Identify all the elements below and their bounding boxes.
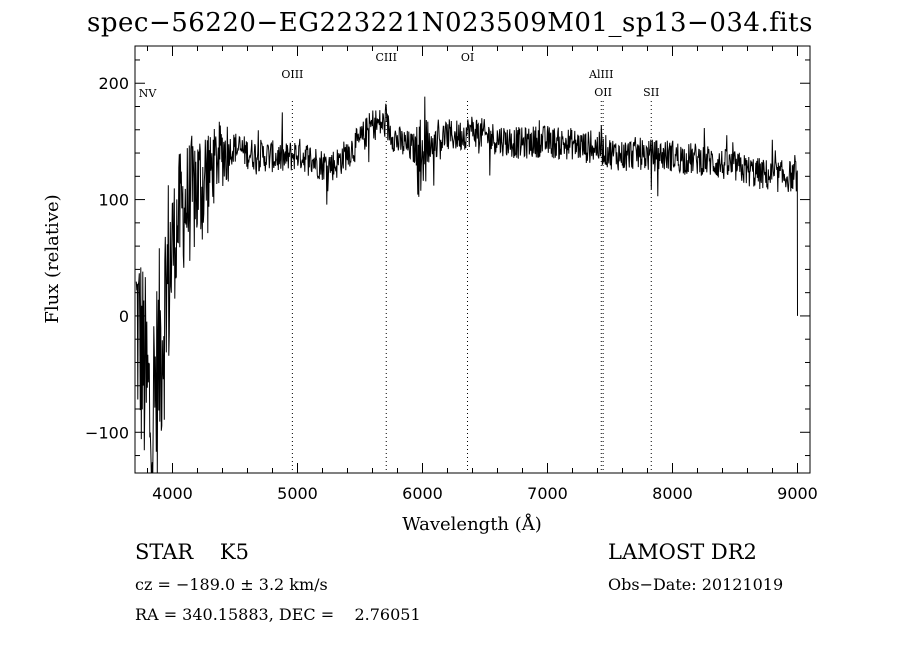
x-tick-label: 4000 (152, 484, 193, 503)
line-markers: NV OIII CIII OI AlIII OII SII (139, 51, 659, 473)
plot-frame (134, 45, 811, 474)
x-tick-label: 8000 (652, 484, 693, 503)
line-label-oi: OI (461, 51, 474, 64)
line-label-ciii: CIII (376, 51, 397, 64)
spectrum-line (135, 96, 798, 474)
y-tick-label: 100 (98, 191, 129, 210)
y-axis-label: Flux (relative) (42, 194, 63, 323)
line-label-oii: OII (594, 86, 612, 99)
object-class: STAR K5 (135, 540, 249, 564)
y-tick-label: 200 (98, 74, 129, 93)
survey-name: LAMOST DR2 (608, 540, 757, 564)
y-tick-label: −100 (85, 423, 129, 442)
tick-layer: 4000 5000 6000 7000 8000 9000 −100 0 100 200 (85, 46, 818, 503)
line-label-nv: NV (139, 87, 158, 100)
redshift-readout: cz = −189.0 ± 3.2 km/s (135, 575, 328, 594)
x-tick-label: 5000 (277, 484, 318, 503)
line-label-sii: SII (643, 86, 659, 99)
line-label-aliii: AlIII (588, 68, 614, 81)
observation-date: Obs−Date: 20121019 (608, 575, 784, 594)
x-tick-label: 7000 (527, 484, 568, 503)
x-tick-label: 6000 (402, 484, 443, 503)
axes (134, 45, 811, 474)
coordinates-readout: RA = 340.15883, DEC = 2.76051 (135, 605, 421, 624)
x-tick-label: 9000 (777, 484, 818, 503)
x-axis-label: Wavelength (Å) (402, 513, 542, 535)
spectrum-layer (135, 96, 798, 474)
chart-title: spec−56220−EG223221N023509M01_sp13−034.f… (87, 8, 813, 38)
line-label-oiii: OIII (281, 68, 303, 81)
y-tick-label: 0 (119, 307, 129, 326)
